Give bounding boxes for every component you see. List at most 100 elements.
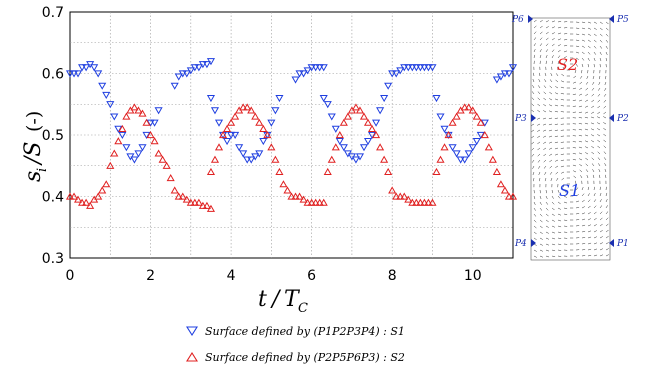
data-point xyxy=(142,131,151,140)
data-point xyxy=(359,144,369,152)
data-point xyxy=(408,198,417,206)
velocity-vector xyxy=(538,171,541,176)
velocity-vector xyxy=(593,236,598,239)
velocity-vector xyxy=(560,147,565,149)
velocity-vector xyxy=(591,151,595,155)
velocity-vector xyxy=(591,134,595,137)
velocity-vector xyxy=(572,93,577,95)
velocity-vector xyxy=(563,61,566,65)
velocity-vector xyxy=(549,98,553,101)
velocity-vector xyxy=(603,105,607,109)
velocity-vector xyxy=(579,169,583,173)
velocity-vector xyxy=(591,157,595,161)
data-point xyxy=(303,198,312,206)
velocity-vector xyxy=(563,50,568,53)
velocity-vector xyxy=(563,33,568,35)
velocity-vector xyxy=(537,91,541,95)
data-point xyxy=(182,195,191,203)
velocity-vector xyxy=(545,225,549,228)
data-point xyxy=(106,161,115,169)
velocity-vector xyxy=(587,205,591,209)
velocity-vector xyxy=(533,37,537,41)
data-point xyxy=(380,95,389,103)
x-axis-label: t xyxy=(258,287,267,312)
velocity-vector xyxy=(593,39,597,43)
data-point xyxy=(416,64,425,72)
data-point xyxy=(363,138,373,146)
velocity-vector xyxy=(605,248,609,251)
velocity-vector xyxy=(599,248,604,251)
velocity-vector xyxy=(585,81,589,85)
data-point xyxy=(327,113,336,121)
velocity-vector xyxy=(584,111,589,114)
velocity-vector xyxy=(539,201,542,205)
data-point xyxy=(259,138,268,146)
velocity-vector xyxy=(555,165,559,168)
velocity-vector xyxy=(545,60,547,65)
velocity-vector xyxy=(603,99,607,103)
velocity-vector xyxy=(554,104,559,107)
velocity-vector xyxy=(599,211,603,215)
velocity-vector xyxy=(544,171,547,175)
velocity-vector xyxy=(593,242,598,245)
inset-label-p3: P3 xyxy=(514,114,527,124)
data-point xyxy=(307,198,316,206)
x-tick-label: 4 xyxy=(227,268,236,284)
velocity-vector xyxy=(551,26,556,29)
velocity-vector xyxy=(537,141,541,145)
data-point xyxy=(468,106,477,114)
data-point xyxy=(355,106,365,114)
velocity-vector xyxy=(575,194,579,197)
data-point xyxy=(460,156,469,164)
velocity-vector xyxy=(587,212,591,215)
data-point xyxy=(428,198,437,206)
velocity-vector xyxy=(537,153,541,157)
velocity-vector xyxy=(575,213,580,215)
velocity-vector xyxy=(551,195,554,199)
velocity-vector xyxy=(554,141,559,144)
velocity-vector xyxy=(596,116,601,119)
velocity-vector xyxy=(593,224,597,227)
series-s2 xyxy=(65,103,518,212)
velocity-vector xyxy=(557,38,562,41)
data-point xyxy=(291,76,300,84)
data-point xyxy=(194,64,203,72)
velocity-vector xyxy=(533,225,537,229)
velocity-vector xyxy=(560,153,565,155)
velocity-vector xyxy=(557,55,561,59)
velocity-vector xyxy=(557,225,562,228)
inset-label-p6: P6 xyxy=(511,15,524,25)
velocity-vector xyxy=(537,97,541,101)
velocity-vector xyxy=(580,75,583,79)
velocity-vector xyxy=(531,135,535,139)
data-point xyxy=(162,161,171,169)
velocity-vector xyxy=(599,230,603,233)
x-tick-label: 2 xyxy=(146,268,155,284)
velocity-vector xyxy=(572,164,577,167)
velocity-vector xyxy=(578,123,583,125)
data-point xyxy=(384,167,393,175)
inset-frame xyxy=(530,17,611,261)
data-point xyxy=(69,70,79,78)
velocity-vector xyxy=(584,116,589,119)
data-point xyxy=(247,106,256,114)
data-point xyxy=(210,155,220,163)
velocity-vector xyxy=(539,219,543,223)
velocity-vector xyxy=(545,237,550,240)
velocity-vector xyxy=(551,43,555,47)
velocity-vector xyxy=(599,45,603,49)
data-point xyxy=(150,119,159,127)
velocity-vector xyxy=(560,93,565,95)
data-point xyxy=(303,67,312,75)
data-point xyxy=(504,70,514,78)
data-point xyxy=(424,64,433,72)
data-point xyxy=(231,112,240,120)
velocity-vector xyxy=(560,86,565,89)
p2-marker-icon xyxy=(609,114,614,122)
velocity-vector xyxy=(557,44,561,47)
velocity-vector xyxy=(531,109,535,113)
velocity-vector xyxy=(549,153,553,156)
velocity-vector xyxy=(591,163,595,167)
velocity-vector xyxy=(593,230,597,233)
velocity-vector xyxy=(557,243,562,245)
